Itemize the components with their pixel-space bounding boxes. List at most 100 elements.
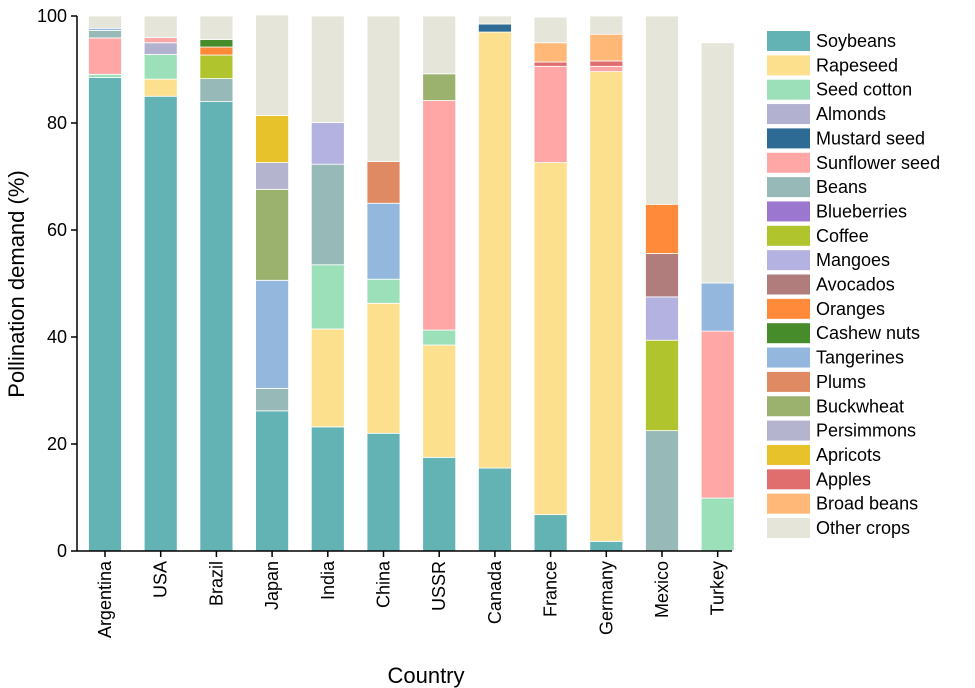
legend-label-oranges: Oranges (816, 299, 885, 319)
legend-swatch-coffee (767, 225, 810, 246)
legend-swatch-oranges (767, 298, 810, 319)
x-tick-label-canada: Canada (485, 560, 505, 624)
bar-segment-india-seed-cotton (310, 264, 345, 330)
bar-segment-argentina-sunflower-seed (88, 37, 122, 75)
legend-swatch-cashew-nuts (767, 323, 810, 344)
bar-segment-mexico-mangoes (645, 296, 679, 341)
x-tick-label-france: France (541, 561, 561, 617)
bar-segment-argentina-seed-cotton (88, 73, 122, 78)
bar-segment-india-other-crops (310, 15, 345, 123)
y-tick-label: 40 (47, 327, 67, 347)
bar-segment-canada-other-crops (477, 15, 512, 25)
legend-label-mangoes: Mangoes (816, 250, 890, 270)
bar-segment-mexico-avocados (645, 253, 679, 298)
x-tick-label-china: China (374, 560, 394, 608)
legend-swatch-persimmons (767, 420, 810, 441)
bar-segment-china-other-crops (366, 15, 401, 162)
legend-swatch-plums (767, 371, 810, 392)
bar-segment-france-sunflower-seed (533, 65, 568, 163)
legend-swatch-avocados (767, 274, 810, 295)
bars-group (88, 14, 735, 552)
bar-segment-japan-buckwheat (255, 188, 290, 281)
y-tick-label: 60 (47, 220, 67, 240)
bar-segment-china-rapeseed (366, 302, 401, 434)
legend-swatch-seed-cotton (767, 79, 810, 100)
bar-segment-india-soybeans (310, 426, 345, 552)
legend-label-almonds: Almonds (816, 104, 886, 124)
bar-segment-argentina-soybeans (88, 77, 122, 552)
legend-label-apples: Apples (816, 469, 871, 489)
legend-swatch-rapeseed (767, 55, 810, 76)
legend-swatch-mustard-seed (767, 128, 810, 149)
legend-label-rapeseed: Rapeseed (816, 55, 898, 75)
bar-segment-argentina-other-crops (88, 15, 122, 29)
bar-segment-china-plums (366, 161, 401, 204)
bar-segment-brazil-other-crops (199, 15, 234, 40)
legend-swatch-other-crops (767, 518, 810, 538)
legend-swatch-tangerines (767, 347, 810, 368)
bar-segment-argentina-beans (88, 30, 122, 39)
bar-segment-china-seed-cotton (366, 278, 401, 304)
legend-label-tangerines: Tangerines (816, 348, 904, 368)
x-tick-label-germany: Germany (596, 561, 616, 635)
legend-swatch-apricots (767, 444, 810, 465)
bar-segment-usa-other-crops (143, 15, 178, 38)
plot-area: 0 20 40 60 80 100 Argentina USA Brazil Japan Indi… (37, 6, 735, 638)
x-tick-label-brazil: Brazil (206, 561, 226, 606)
bar-segment-brazil-cashew-nuts (199, 39, 234, 48)
bar-segment-germany-broad-beans (589, 33, 624, 62)
bar-segment-canada-rapeseed (477, 31, 512, 469)
bar-segment-ussr-rapeseed (422, 344, 457, 458)
bar-segment-japan-other-crops (255, 14, 290, 116)
legend-label-plums: Plums (816, 372, 866, 392)
bar-segment-brazil-oranges (199, 46, 234, 56)
legend-label-blueberries: Blueberries (816, 201, 907, 221)
bar-segment-turkey-other-crops (700, 42, 735, 284)
bar-segment-france-apples (533, 61, 568, 67)
legend-swatch-broad-beans (767, 493, 810, 514)
x-tick-label-turkey: Turkey (708, 561, 728, 615)
bar-segment-china-soybeans (366, 432, 401, 552)
y-axis-ticks: 0 20 40 60 80 100 (37, 6, 77, 561)
legend-swatch-beans (767, 177, 810, 198)
legend-swatch-sunflower-seed (767, 152, 810, 173)
bar-segment-germany-rapeseed (589, 71, 624, 542)
y-tick-label: 100 (37, 6, 67, 26)
x-tick-label-argentina: Argentina (95, 560, 115, 638)
bar-segment-ussr-buckwheat (422, 73, 457, 101)
bar-segment-usa-almonds (143, 42, 178, 55)
bar-segment-mexico-beans (645, 430, 679, 552)
bar-segment-india-rapeseed (310, 328, 345, 428)
bar-segment-canada-mustard-seed (477, 23, 512, 33)
bar-segment-mexico-other-crops (645, 15, 679, 205)
x-tick-label-japan: Japan (262, 561, 282, 610)
legend-swatch-mangoes (767, 250, 810, 271)
bar-segment-japan-soybeans (255, 410, 290, 552)
legend-swatch-soybeans (767, 31, 810, 51)
bar-segment-japan-beans (255, 387, 290, 412)
bar-segment-mexico-coffee (645, 339, 679, 432)
legend: Soybeans Rapeseed Seed cotton Almonds Mustar… (767, 31, 940, 538)
bar-segment-brazil-coffee (199, 54, 234, 79)
bar-segment-japan-persimmons (255, 162, 290, 190)
bar-segment-germany-sunflower-seed (589, 65, 624, 73)
legend-label-avocados: Avocados (816, 275, 895, 295)
legend-swatch-almonds (767, 104, 810, 125)
bar-segment-usa-seed-cotton (143, 54, 178, 80)
bar-segment-brazil-beans (199, 78, 234, 102)
bar-segment-usa-rapeseed (143, 78, 178, 97)
legend-label-persimmons: Persimmons (816, 421, 916, 441)
bar-segment-ussr-soybeans (422, 456, 457, 552)
bar-segment-france-rapeseed (533, 162, 568, 516)
bar-segment-france-broad-beans (533, 42, 568, 63)
bar-segment-turkey-tangerines (700, 282, 735, 332)
bar-segment-india-beans (310, 163, 345, 266)
bar-segment-usa-soybeans (143, 95, 178, 552)
x-tick-label-usa: USA (151, 561, 171, 598)
legend-label-beans: Beans (816, 177, 867, 197)
legend-label-sunflower-seed: Sunflower seed (816, 153, 940, 173)
bar-segment-germany-apples (589, 60, 624, 67)
bar-segment-ussr-other-crops (422, 15, 457, 75)
bar-segment-japan-apricots (255, 115, 290, 163)
